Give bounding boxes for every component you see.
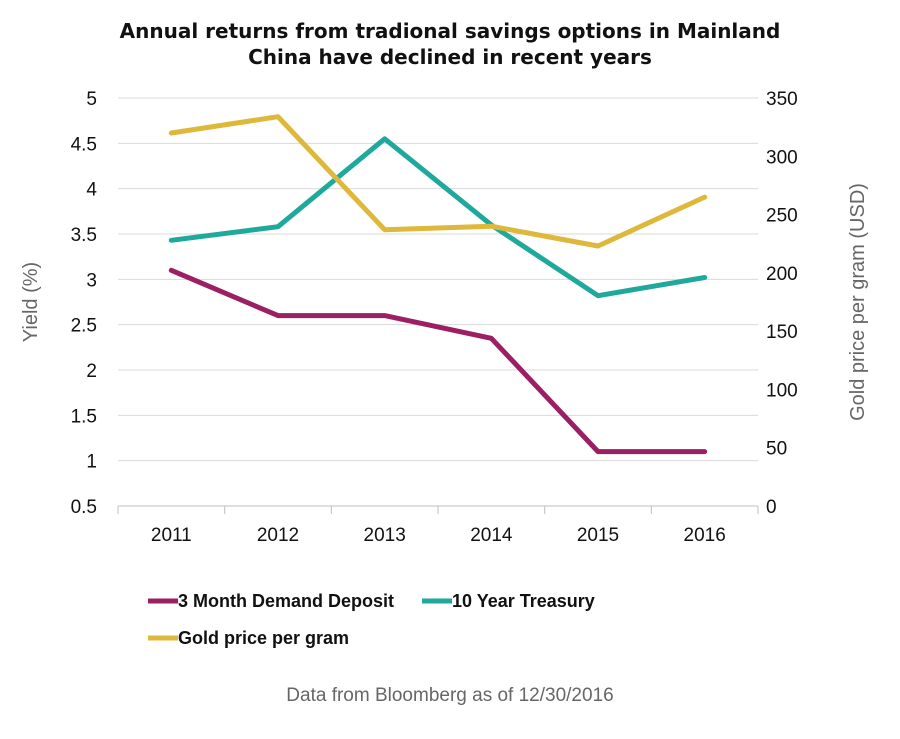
y-right-tick-label: 200 [766,264,798,285]
series-line-3-month-demand-deposit [168,267,708,455]
y-right-tick-label: 0 [766,497,777,518]
chart-title-line2: China have declined in recent years [248,45,652,69]
y-right-tick-label: 300 [766,147,798,168]
y-axis-left-label: Yield (%) [20,262,42,342]
series-line-gold-price-per-gram [168,114,708,249]
legend-item-3-month-demand-deposit: 3 Month Demand Deposit [148,591,394,611]
y-right-tick-label: 350 [766,89,798,110]
x-tick-label: 2013 [364,525,406,546]
legend-item-gold-price-per-gram: Gold price per gram [148,628,349,648]
y-axis-left: 0.5 1 1.5 2 2.5 3 3.5 4 4.5 5 [71,89,98,518]
y-right-tick-label: 250 [766,206,798,227]
x-tick-label: 2015 [577,525,619,546]
legend-label: Gold price per gram [178,628,349,648]
y-left-tick-label: 3 [86,270,97,291]
x-tick-label: 2012 [257,525,299,546]
footnote: Data from Bloomberg as of 12/30/2016 [286,685,614,706]
legend-item-10-year-treasury: 10 Year Treasury [422,591,595,611]
y-right-tick-label: 150 [766,322,798,343]
legend-label: 3 Month Demand Deposit [178,591,394,611]
y-left-tick-label: 0.5 [71,497,97,518]
y-left-tick-label: 4 [86,180,97,201]
x-tick-label: 2014 [470,525,513,546]
y-left-tick-label: 2.5 [71,316,97,337]
y-left-tick-label: 5 [86,89,97,110]
y-left-tick-label: 1 [86,452,97,473]
y-axis-right-label: Gold price per gram (USD) [847,183,869,421]
gridlines [118,97,758,462]
y-right-tick-label: 100 [766,380,798,401]
x-tick-label: 2011 [151,525,192,546]
y-left-tick-label: 3.5 [71,225,97,246]
y-axis-right: 0 50 100 150 200 250 300 350 [766,89,798,518]
series-lines [168,114,708,455]
y-left-tick-label: 1.5 [71,406,97,427]
legend: 3 Month Demand Deposit 10 Year Treasury Go… [148,591,595,648]
x-tick-label: 2016 [684,525,726,546]
y-left-tick-label: 4.5 [71,134,97,155]
x-axis: 2011 2012 2013 2014 2015 2016 [117,505,759,546]
chart-title-line1: Annual returns from tradional savings op… [119,19,781,43]
chart-title: Annual returns from tradional savings op… [0,18,900,70]
y-left-tick-label: 2 [86,361,97,382]
y-right-tick-label: 50 [766,439,787,460]
legend-label: 10 Year Treasury [452,591,595,611]
series-line-10-year-treasury [168,136,708,299]
